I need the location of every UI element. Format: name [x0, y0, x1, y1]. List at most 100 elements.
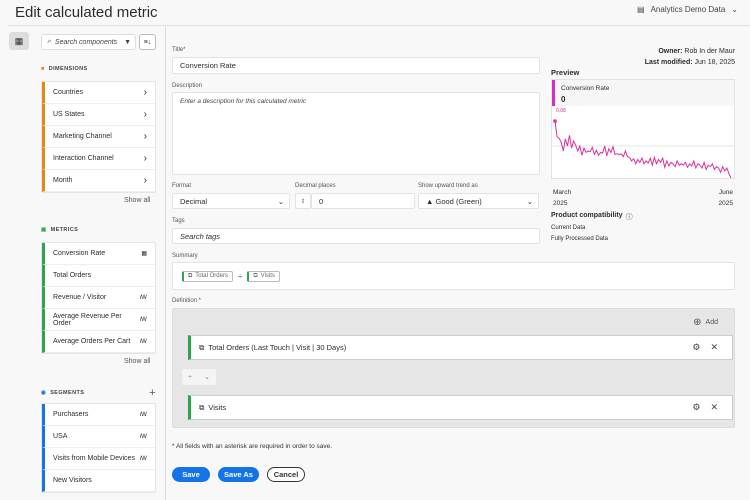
decimal-stepper[interactable]: ⇕ [295, 193, 311, 209]
chevron-right-icon: › [143, 109, 147, 120]
list-item[interactable]: Total Orders [42, 265, 155, 287]
item-label: New Visitors [53, 477, 92, 484]
search-input[interactable]: ⌕ Search components ▼ [41, 34, 136, 50]
x-start-label: March 2025 [553, 187, 571, 209]
preview-metric-name: Conversion Rate [561, 85, 610, 92]
x-end-month: June [718, 189, 733, 196]
metric-icon: ⧉ [199, 402, 205, 412]
gear-icon[interactable]: ⚙ [692, 342, 701, 352]
metrics-header: ▣ METRICS [41, 227, 78, 233]
filter-icon[interactable]: ▼ [124, 38, 131, 46]
panel-icon: ▦ [14, 35, 24, 46]
list-item[interactable]: Month › [42, 170, 155, 192]
add-segment-icon[interactable]: + [149, 387, 156, 399]
decimal-input[interactable]: 0 [311, 193, 415, 209]
chevron-right-icon: › [143, 87, 147, 98]
operator-select[interactable]: ÷ ⌄ [182, 369, 216, 385]
list-item[interactable]: Countries › [42, 82, 155, 104]
list-item[interactable]: Average Revenue Per Order ꟿ [42, 309, 155, 331]
preview-metric-value: 0 [561, 95, 566, 104]
save-as-button[interactable]: Save As [218, 467, 259, 482]
tags-label: Tags [172, 218, 185, 224]
peak-label: 0.08 [556, 108, 566, 114]
chevron-down-icon: ⌄ [526, 196, 533, 206]
modified-value: Jun 18, 2025 [694, 59, 735, 66]
series-line [554, 121, 732, 179]
row-label: Total Orders (Last Touch | Visit | 30 Da… [208, 343, 347, 352]
list-item[interactable]: Revenue / Visitor ꟿ [42, 287, 155, 309]
chip-label: Total Orders [195, 273, 228, 279]
section-label: DIMENSIONS [48, 66, 88, 72]
dimensions-show-all[interactable]: Show all [124, 197, 151, 204]
segments-list: Purchasers ꟿ USA ꟿ Visits from Mobile Device… [41, 403, 156, 493]
list-item[interactable]: Purchasers ꟿ [42, 404, 155, 426]
adobe-icon: ꟿ [139, 456, 147, 462]
trend-select[interactable]: ▲ Good (Green) ⌄ [418, 193, 539, 209]
adobe-icon: ꟿ [139, 412, 147, 418]
preview-header: Conversion Rate 0 [552, 80, 734, 106]
definition-row[interactable]: ⧉ Visits ⚙ ✕ [188, 395, 733, 420]
list-item[interactable]: Conversion Rate ▦ [42, 243, 155, 265]
title-input[interactable]: Conversion Rate [172, 57, 540, 74]
metric-icon: ⧉ [253, 272, 258, 279]
page-title: Edit calculated metric [15, 4, 158, 21]
adobe-icon: ꟿ [139, 434, 147, 440]
title-label: Title* [172, 47, 186, 53]
metric-meta: Owner: Rob In der Maur Last modified: Ju… [645, 46, 735, 68]
item-label: Average Revenue Per Order [53, 312, 122, 327]
preview-card: Conversion Rate 0 0.08 [551, 79, 735, 179]
definition-label: Definition * [172, 298, 202, 304]
tags-input[interactable]: Search tags [172, 228, 540, 244]
compat-item: Fully Processed Data [551, 235, 609, 242]
metrics-show-all[interactable]: Show all [124, 358, 151, 365]
info-icon[interactable]: ⓘ [625, 214, 633, 221]
format-select[interactable]: Decimal ⌄ [172, 193, 290, 209]
sort-icon: ≡↓ [143, 38, 152, 46]
save-button[interactable]: Save [172, 467, 210, 482]
cancel-button[interactable]: Cancel [267, 467, 305, 482]
summary-chip: ⧉ Total Orders [182, 270, 233, 282]
list-item[interactable]: Marketing Channel › [42, 126, 155, 148]
x-start-year: 2025 [553, 200, 568, 207]
item-label: Revenue / Visitor [53, 294, 107, 301]
compat-list: Current Data Fully Processed Data [551, 223, 608, 244]
item-label: Interaction Channel [53, 155, 114, 162]
modified-label: Last modified: [644, 59, 693, 66]
x-end-label: June 2025 [719, 187, 733, 209]
compat-label: Product compatibility [551, 212, 623, 219]
x-start-month: March [553, 189, 572, 196]
sort-button[interactable]: ≡↓ [139, 34, 156, 50]
description-label: Description [172, 83, 203, 89]
trend-value: ▲ Good (Green) [426, 196, 482, 206]
list-item[interactable]: USA ꟿ [42, 426, 155, 448]
adobe-icon: ꟿ [139, 317, 147, 323]
list-item[interactable]: New Visitors [42, 470, 155, 492]
definition-row[interactable]: ⧉ Total Orders (Last Touch | Visit | 30 D… [188, 335, 733, 360]
data-source-label: Analytics Demo Data [650, 5, 726, 14]
segments-header: ◉ SEGMENTS + [41, 387, 156, 399]
close-icon[interactable]: ✕ [710, 402, 718, 412]
list-item[interactable]: Average Orders Per Cart ꟿ [42, 331, 155, 353]
adobe-icon: ꟿ [139, 295, 147, 301]
data-source-selector[interactable]: ▤ Analytics Demo Data ⌄ [637, 5, 738, 14]
list-item[interactable]: Interaction Channel › [42, 148, 155, 170]
owner-value: Rob In der Maur [684, 48, 735, 55]
description-textarea[interactable]: Enter a description for this calculated … [172, 92, 540, 175]
search-placeholder: Search components [54, 38, 118, 46]
add-button[interactable]: ⊕ Add [693, 317, 718, 328]
section-label: METRICS [50, 227, 79, 233]
summary-label: Summary [172, 253, 198, 259]
list-item[interactable]: Visits from Mobile Devices ꟿ [42, 448, 155, 470]
required-note: * All fields with an asterisk are requir… [172, 443, 333, 450]
components-panel-toggle[interactable]: ▦ [9, 32, 29, 50]
summary-box: ⧉ Total Orders ÷ ⧉ Visits [172, 262, 735, 290]
segment-icon: ◉ [41, 390, 47, 396]
sparkline-chart: 0.08 [552, 108, 734, 179]
decimal-label: Decimal places [295, 183, 336, 189]
close-icon[interactable]: ✕ [710, 342, 718, 352]
list-item[interactable]: US States › [42, 104, 155, 126]
trend-label: Show upward trend as [418, 183, 478, 189]
compat-header: Product compatibility ⓘ [551, 212, 633, 222]
item-label: Purchasers [53, 411, 89, 418]
gear-icon[interactable]: ⚙ [692, 402, 701, 412]
